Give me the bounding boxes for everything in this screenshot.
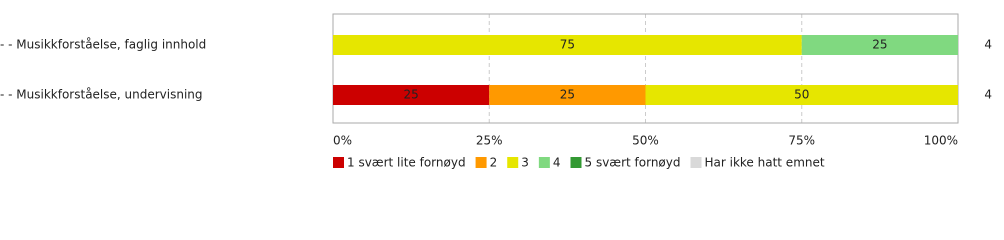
- legend-label: 4: [553, 156, 561, 170]
- bar-segment: [801, 35, 958, 55]
- data-label: 25: [560, 88, 575, 102]
- chart: 0% 25% 50% 75% 100% - - Musikkforståelse, fag…: [0, 13, 992, 170]
- legend-label: 1 svært lite fornøyd: [347, 156, 466, 170]
- legend-label: Har ikke hatt emnet: [705, 156, 825, 170]
- legend-swatch: [333, 157, 344, 168]
- count-label: 4: [984, 88, 992, 102]
- x-tick-label: 50%: [632, 134, 659, 148]
- x-tick-label: 75%: [788, 134, 815, 148]
- data-label: 25: [872, 38, 887, 52]
- x-tick-label: 0%: [333, 134, 352, 148]
- data-label: 50: [794, 88, 809, 102]
- x-tick-label: 100%: [924, 134, 958, 148]
- bar-segment: [645, 85, 958, 105]
- data-label: 75: [560, 38, 575, 52]
- data-label: 25: [403, 88, 418, 102]
- bar-segment: [489, 85, 646, 105]
- legend-swatch: [507, 157, 519, 168]
- count-label: 4: [984, 38, 992, 52]
- x-tick-label: 25%: [476, 134, 503, 148]
- plot-border: [332, 13, 959, 124]
- legend-label: 3: [521, 156, 529, 170]
- bar-segment: [333, 35, 802, 55]
- legend-label: 2: [490, 156, 498, 170]
- y-tick-label: - - Musikkforståelse, faglig innhold: [0, 38, 206, 52]
- legend-swatch: [538, 157, 550, 168]
- legend-swatch: [570, 157, 582, 168]
- bar-segment: [333, 85, 490, 105]
- legend-label: 5 svært fornøyd: [585, 156, 681, 170]
- legend-swatch: [475, 157, 487, 168]
- legend-swatch: [690, 157, 702, 168]
- y-tick-label: - - Musikkforståelse, undervisning: [0, 88, 203, 102]
